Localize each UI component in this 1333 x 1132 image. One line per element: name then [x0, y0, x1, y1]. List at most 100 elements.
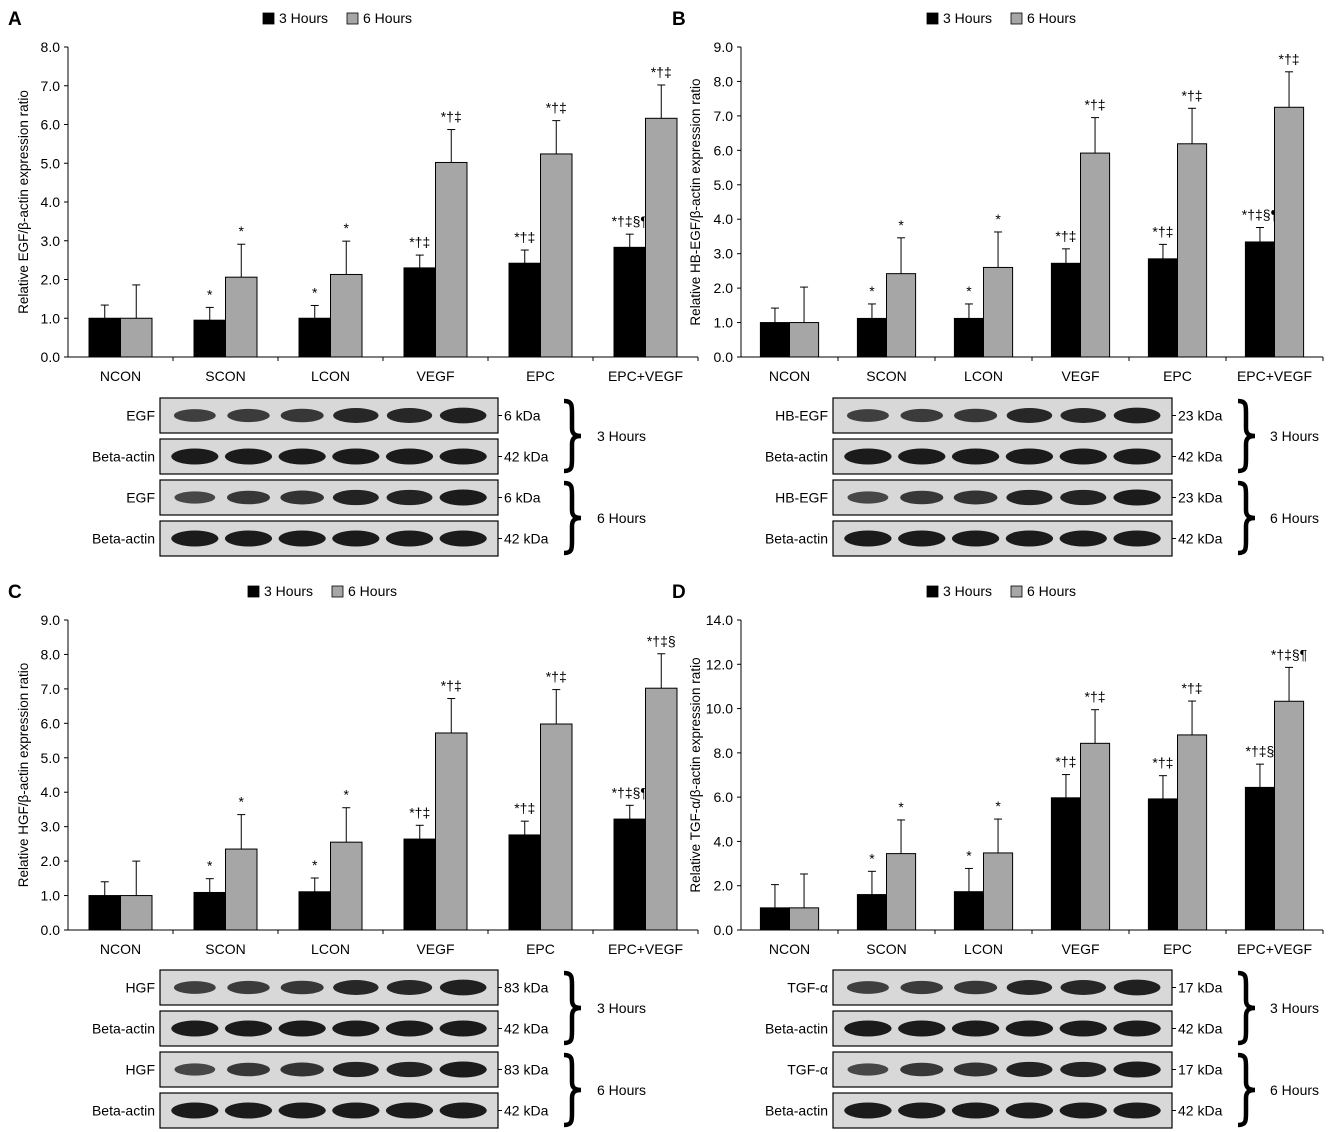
blot-band [1005, 1102, 1054, 1119]
x-tick-label: NCON [100, 941, 141, 957]
blot-band [439, 979, 487, 996]
bar-6h [1080, 152, 1111, 358]
significance-label: *†‡§ [1246, 743, 1275, 759]
panel-letter: D [672, 582, 686, 603]
y-tick-label: 8.0 [41, 39, 61, 55]
bar-6h [540, 153, 573, 358]
western-blot: EGF 6 kDa Beta-actin 42 kDa EGF 6 kDa Beta-act… [92, 397, 646, 557]
significance-label: *†‡ [1279, 51, 1300, 67]
y-axis-label: Relative EGF/β-actin expression ratio [16, 90, 31, 314]
y-tick-label: 5.0 [714, 177, 734, 193]
significance-label: *†‡ [1182, 680, 1203, 696]
blot-protein-label: Beta-actin [92, 449, 155, 465]
x-tick-label: EPC [1163, 368, 1192, 384]
blot-band [173, 981, 216, 994]
significance-label: * [207, 858, 213, 874]
x-tick-label: VEGF [416, 941, 454, 957]
panel-letter: A [8, 9, 22, 30]
bar-3h [1244, 241, 1276, 358]
legend-label: 6 Hours [1027, 10, 1076, 26]
blot-timepoint-label: 6 Hours [597, 510, 646, 526]
x-tick-label: VEGF [1061, 941, 1099, 957]
blot-band [278, 448, 326, 465]
y-tick-label: 2.0 [714, 878, 734, 894]
blot-protein-label: HB-EGF [775, 490, 828, 506]
bar-3h [403, 267, 436, 358]
significance-label: *†‡ [651, 64, 672, 80]
blot-band [1113, 489, 1161, 506]
blot-kda-label: 17 kDa [1178, 980, 1223, 996]
blot-band [953, 490, 998, 505]
significance-label: *†‡ [1055, 228, 1076, 244]
significance-label: *†‡ [409, 804, 430, 820]
blot-kda-label: 42 kDa [1178, 1021, 1223, 1037]
legend-swatch [926, 585, 939, 598]
blot-band [1059, 1102, 1107, 1119]
bar-3h [1147, 798, 1179, 931]
significance-label: * [312, 857, 318, 873]
y-tick-label: 4.0 [714, 833, 734, 849]
significance-label: *†‡ [546, 669, 567, 685]
blot-band [846, 409, 889, 422]
blot-band [1113, 1020, 1161, 1037]
significance-label: * [207, 286, 213, 302]
bar-6h [1274, 700, 1305, 931]
blot-band [951, 530, 1000, 547]
bar-6h [1177, 143, 1208, 358]
significance-label: * [898, 217, 904, 233]
blot-band [227, 980, 270, 995]
blot-kda-label: 42 kDa [1178, 449, 1223, 465]
y-tick-label: 4.0 [714, 211, 734, 227]
blot-timepoint-label: 6 Hours [597, 1082, 646, 1098]
blot-protein-label: HGF [125, 1062, 155, 1078]
blot-protein-label: Beta-actin [765, 1103, 828, 1119]
bar-6h [886, 273, 917, 358]
bar-3h [613, 246, 646, 358]
brace [1237, 1052, 1256, 1128]
legend-label: 6 Hours [1027, 583, 1076, 599]
bar-3h [759, 322, 791, 358]
blot-band [439, 489, 487, 506]
x-tick-label: EPC+VEGF [1237, 941, 1312, 957]
blot-band [333, 980, 379, 995]
y-tick-label: 6.0 [41, 117, 61, 133]
y-axis-label: Relative TGF-α/β-actin expression ratio [688, 657, 703, 892]
brace [563, 1052, 582, 1128]
significance-label: * [995, 798, 1001, 814]
bar-3h [193, 891, 226, 931]
bar-3h [403, 838, 436, 931]
blot-band [847, 1063, 889, 1076]
blot-band [332, 448, 380, 465]
y-tick-label: 14.0 [706, 612, 733, 628]
blot-kda-label: 6 kDa [504, 408, 541, 424]
bar-3h [508, 262, 541, 358]
significance-label: *†‡ [1085, 689, 1106, 705]
bar-6h [789, 907, 820, 931]
blot-band [951, 1102, 1000, 1119]
legend: 3 Hours 6 Hours [926, 583, 1076, 599]
blot-band [385, 1020, 434, 1037]
panel-a: A 3 Hours 6 Hours 0.0 1.0 2.0 3.0 4.0 5.0 6.0 7.0 8… [8, 9, 699, 557]
panel-letter: B [672, 9, 686, 30]
y-tick-label: 10.0 [706, 701, 733, 717]
blot-band [278, 1102, 326, 1119]
y-tick-label: 2.0 [41, 853, 61, 869]
y-tick-label: 0.0 [41, 922, 61, 938]
bar-6h [330, 273, 363, 358]
x-tick-label: VEGF [416, 368, 454, 384]
bar-6h [225, 848, 258, 931]
blot-kda-label: 42 kDa [504, 1103, 549, 1119]
brace [1237, 398, 1256, 474]
blot-band [1113, 1102, 1161, 1119]
significance-label: *†‡§ [647, 633, 676, 649]
y-tick-label: 7.0 [714, 108, 734, 124]
blot-band [386, 980, 433, 995]
bar-6h [789, 322, 820, 358]
legend-label: 3 Hours [279, 10, 328, 26]
y-tick-label: 3.0 [41, 819, 61, 835]
legend-swatch [1010, 585, 1023, 598]
x-tick-label: SCON [866, 368, 906, 384]
x-tick-label: SCON [205, 941, 245, 957]
blot-protein-label: Beta-actin [765, 449, 828, 465]
blot-band [951, 1020, 1000, 1037]
